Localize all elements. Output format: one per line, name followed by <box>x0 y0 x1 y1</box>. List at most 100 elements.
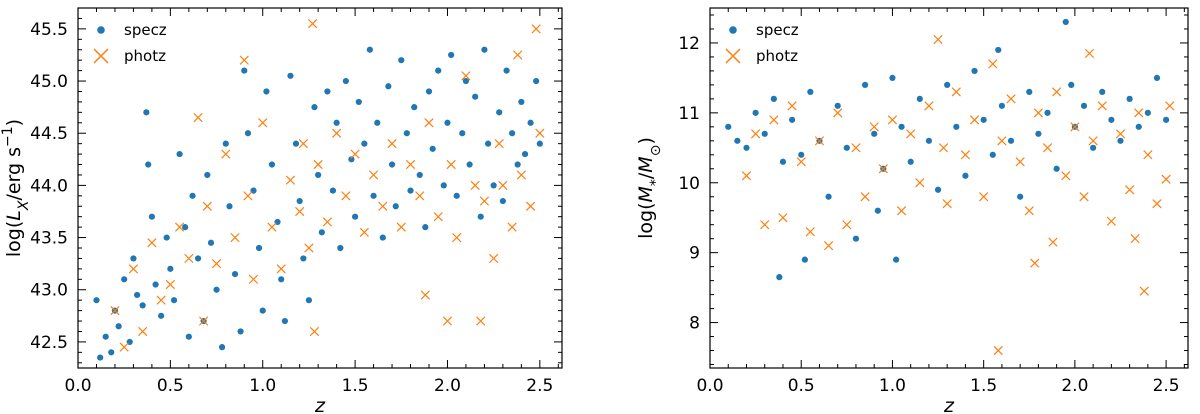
data-point-specz <box>1026 88 1033 95</box>
data-point-specz <box>121 276 128 283</box>
data-point-specz <box>388 161 396 168</box>
data-point-specz <box>1153 74 1161 82</box>
data-point-specz <box>134 291 141 299</box>
data-point-specz <box>752 109 759 116</box>
data-point-specz <box>403 130 410 137</box>
data-point-photz <box>470 180 480 191</box>
data-point-photz <box>174 222 185 232</box>
data-point-photz <box>814 136 825 146</box>
data-point-photz <box>535 128 545 138</box>
data-point-photz <box>221 149 231 159</box>
data-point-specz <box>779 158 787 165</box>
data-point-photz <box>760 220 770 230</box>
data-point-specz <box>337 244 344 252</box>
data-point-photz <box>452 232 462 243</box>
legend: specz photz <box>725 21 799 65</box>
data-point-specz <box>998 102 1006 109</box>
legend-marker-specz <box>97 26 105 34</box>
data-point-photz <box>1070 122 1080 132</box>
data-point-photz <box>969 115 980 125</box>
data-point-specz <box>93 297 100 304</box>
data-point-specz <box>342 77 349 85</box>
data-point-photz <box>230 232 240 243</box>
data-point-photz <box>396 222 406 232</box>
data-point-specz <box>980 116 987 123</box>
legend: specz photz <box>93 21 167 65</box>
data-point-photz <box>887 115 898 125</box>
data-point-photz <box>309 326 320 337</box>
data-point-photz <box>842 220 852 230</box>
data-point-photz <box>494 139 504 149</box>
data-point-photz <box>1084 48 1095 59</box>
data-point-specz <box>379 234 386 241</box>
data-point-specz <box>743 144 750 151</box>
data-point-specz <box>776 274 783 281</box>
data-point-specz <box>1099 88 1106 95</box>
left-chart-panel: 0.0 0.5 1.0 1.5 2.0 2.5 42.5 43.0 43.5 44.0 44.5 45… <box>0 7 563 414</box>
data-point-specz <box>1017 193 1024 200</box>
data-point-photz <box>322 217 333 227</box>
plot-frame <box>77 7 563 369</box>
data-point-specz <box>1044 109 1051 116</box>
data-point-photz <box>243 191 253 201</box>
data-point-specz <box>521 150 529 158</box>
data-point-specz <box>934 186 942 193</box>
data-point-photz <box>525 201 536 211</box>
data-point-specz <box>237 328 244 335</box>
data-point-specz <box>374 119 381 126</box>
data-point-specz <box>281 317 289 325</box>
data-point-photz <box>960 150 971 160</box>
data-point-specz <box>874 207 881 214</box>
data-point-specz <box>801 256 808 263</box>
scatter-points <box>725 18 1175 356</box>
data-point-photz <box>442 316 453 326</box>
data-point-photz <box>1115 129 1126 139</box>
data-point-photz <box>420 290 430 300</box>
data-point-specz <box>533 77 540 85</box>
data-point-specz <box>425 88 433 95</box>
data-point-specz <box>130 255 137 262</box>
data-point-specz <box>989 151 996 158</box>
data-point-photz <box>156 295 166 305</box>
data-point-specz <box>189 192 196 199</box>
y-tick-label: 44.0 <box>30 176 68 196</box>
data-point-specz <box>725 123 732 130</box>
data-point-photz <box>1048 237 1058 247</box>
y-axis: 42.5 43.0 43.5 44.0 44.5 45.0 45.5 <box>30 7 562 364</box>
legend-marker-photz <box>93 48 109 64</box>
data-point-photz <box>1097 101 1107 111</box>
data-point-specz <box>139 302 146 309</box>
x-tick-label: 0.5 <box>157 376 184 396</box>
data-point-specz <box>485 140 492 147</box>
data-point-photz <box>1130 234 1140 244</box>
data-point-photz <box>924 101 934 111</box>
x-tick-label: 0.0 <box>64 376 91 396</box>
data-point-photz <box>446 159 456 170</box>
data-point-specz <box>1080 102 1088 109</box>
x-axis: 0.0 0.5 1.0 1.5 2.0 2.5 <box>64 8 559 396</box>
data-point-specz <box>218 344 226 351</box>
data-point-specz <box>411 104 418 111</box>
data-point-photz <box>1161 174 1171 184</box>
data-point-photz <box>489 253 499 264</box>
data-point-photz <box>332 128 342 138</box>
data-point-specz <box>466 161 473 168</box>
data-point-photz <box>997 136 1007 146</box>
x-tick-label: 0.5 <box>788 376 815 396</box>
series-photz <box>741 34 1175 356</box>
y-tick-label: 43.5 <box>30 229 68 249</box>
data-point-specz <box>1090 144 1097 151</box>
data-point-specz <box>518 98 525 106</box>
data-point-photz <box>184 253 194 264</box>
data-point-photz <box>128 264 139 274</box>
series-specz <box>93 46 543 361</box>
y-tick-label: 8 <box>689 314 700 334</box>
data-point-specz <box>1117 137 1124 144</box>
data-point-specz <box>102 333 109 340</box>
data-point-specz <box>241 67 248 74</box>
y-tick-label: 12 <box>678 34 700 54</box>
data-point-specz <box>462 77 470 85</box>
data-point-specz <box>995 46 1002 54</box>
data-point-specz <box>213 286 220 293</box>
series-photz <box>110 19 545 352</box>
